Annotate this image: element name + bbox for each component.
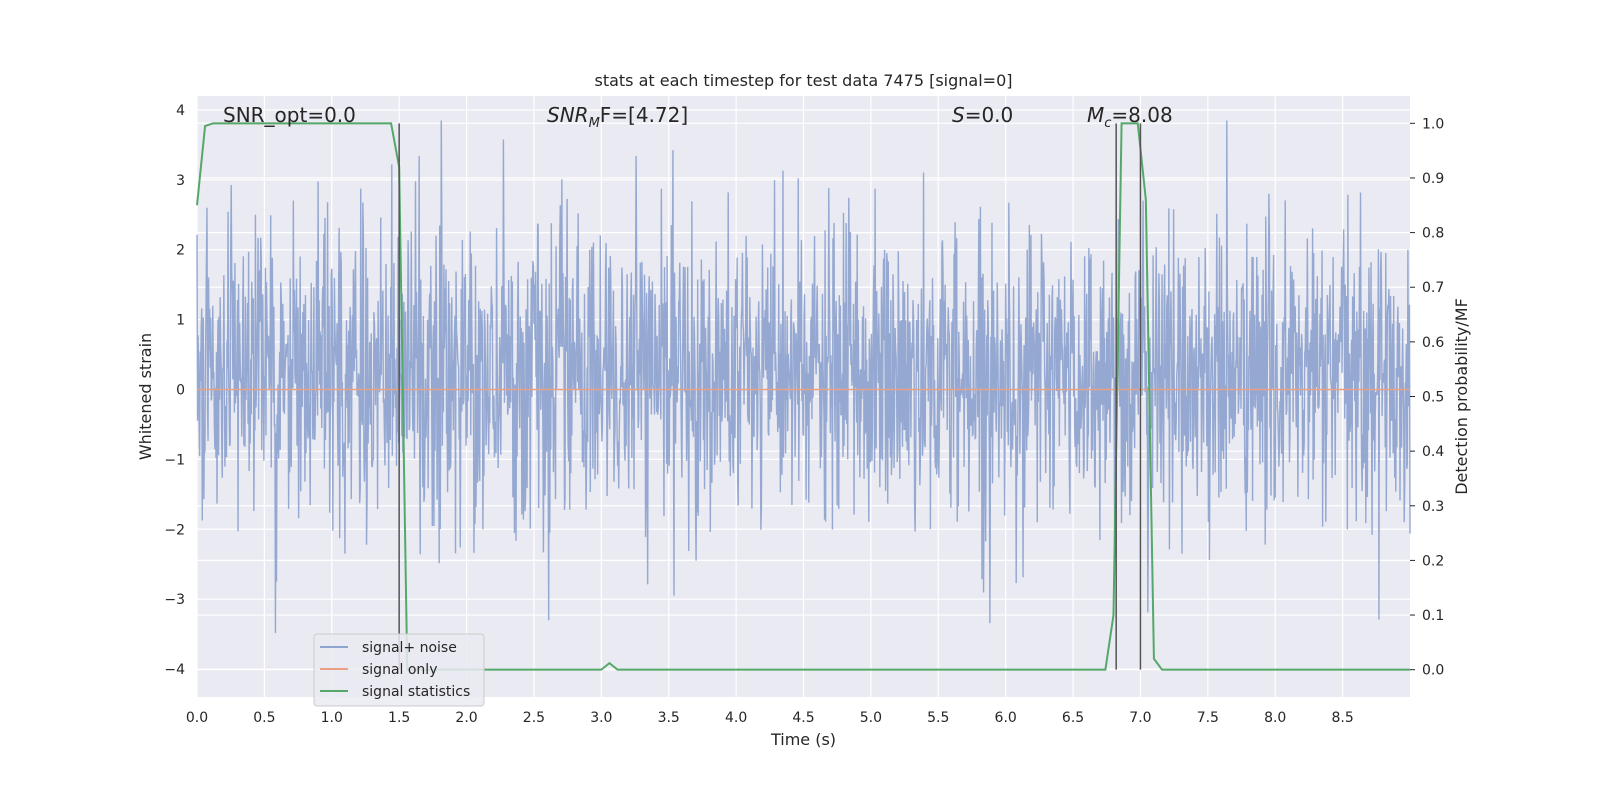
- legend-label: signal+ noise: [362, 640, 457, 656]
- x-tick-label: 2.5: [523, 710, 545, 726]
- annotation-snr-mf-rest: F=[4.72]: [600, 103, 688, 127]
- annotation-s-symbol: S: [952, 103, 965, 127]
- annotation-snr-mf-prefix: SNR: [547, 103, 589, 127]
- y-tick-label: 4: [176, 103, 185, 119]
- x-tick-label: 7.0: [1129, 710, 1151, 726]
- legend: signal+ noise signal only signal statistic…: [313, 633, 485, 707]
- x-tick-label: 7.5: [1197, 710, 1219, 726]
- y-tick-label: −3: [164, 592, 185, 608]
- x-axis-label: Time (s): [770, 730, 836, 749]
- series-signal-statistics: [196, 122, 1410, 671]
- annotation-s: S=0.0: [952, 103, 1013, 127]
- y2-tick-label: 0.5: [1422, 390, 1444, 406]
- y2-tick-label: 0.9: [1422, 171, 1444, 187]
- x-tick-label: 0.5: [253, 710, 275, 726]
- annotation-mc-value: =8.08: [1111, 103, 1172, 127]
- x-tick-label: 4.0: [725, 710, 747, 726]
- y-axis-label: Whitened strain: [136, 333, 155, 460]
- x-tick-label: 4.5: [792, 710, 814, 726]
- y-tick-label: −4: [164, 662, 185, 678]
- y2-tick-label: 0.2: [1422, 553, 1444, 569]
- y2-axis-label: Detection probability/MF: [1452, 298, 1471, 495]
- x-tick-label: 1.0: [321, 710, 343, 726]
- vertical-markers: [398, 123, 1142, 670]
- y2-axis-ticks: 0.0 0.1 0.2 0.3 0.4 0.5 0.6 0.7 0.8 0.9 1.0: [1410, 116, 1444, 679]
- y2-tick-label: 0.0: [1422, 663, 1444, 679]
- x-axis-ticks: 0.0 0.5 1.0 1.5 2.0 2.5 3.0 3.5 4.0 4.5 5.0 5.5 6.0 6…: [186, 710, 1354, 726]
- annotation-mc-symbol: M: [1087, 103, 1104, 127]
- x-tick-label: 3.5: [658, 710, 680, 726]
- y2-tick-label: 0.4: [1422, 444, 1444, 460]
- legend-label: signal only: [362, 662, 437, 678]
- y2-tick-label: 0.6: [1422, 335, 1444, 351]
- legend-box: [313, 633, 485, 707]
- x-tick-label: 6.0: [995, 710, 1017, 726]
- x-tick-label: 2.0: [455, 710, 477, 726]
- annotation-snr-opt: SNR_opt=0.0: [223, 103, 356, 127]
- chart-title: stats at each timestep for test data 747…: [594, 71, 1012, 90]
- annotation-snr-mf: SNRMF=[4.72]: [547, 103, 688, 131]
- x-tick-label: 1.5: [388, 710, 410, 726]
- y-tick-label: 2: [176, 243, 185, 259]
- y2-tick-label: 0.8: [1422, 226, 1444, 242]
- legend-label: signal statistics: [362, 684, 470, 700]
- y-tick-label: 0: [176, 383, 185, 399]
- x-tick-label: 6.5: [1062, 710, 1084, 726]
- y2-tick-label: 0.3: [1422, 499, 1444, 515]
- x-tick-label: 5.0: [860, 710, 882, 726]
- x-tick-label: 8.5: [1331, 710, 1353, 726]
- y-tick-label: 3: [176, 173, 185, 189]
- annotation-s-value: =0.0: [965, 103, 1014, 127]
- y-axis-ticks: −4 −3 −2 −1 0 1 2 3 4: [164, 103, 185, 678]
- annotation-snr-mf-sub: M: [589, 116, 600, 131]
- x-tick-label: 8.0: [1264, 710, 1286, 726]
- y2-tick-label: 0.1: [1422, 608, 1444, 624]
- x-tick-label: 3.0: [590, 710, 612, 726]
- x-tick-label: 0.0: [186, 710, 208, 726]
- annotation-mc: Mc=8.08: [1087, 103, 1173, 131]
- y-tick-label: −2: [164, 522, 185, 538]
- y2-tick-label: 1.0: [1422, 116, 1444, 132]
- x-tick-label: 5.5: [927, 710, 949, 726]
- y-tick-label: 1: [176, 313, 185, 329]
- y2-tick-label: 0.7: [1422, 280, 1444, 296]
- annotation-mc-sub: c: [1104, 116, 1111, 131]
- y-tick-label: −1: [164, 452, 185, 468]
